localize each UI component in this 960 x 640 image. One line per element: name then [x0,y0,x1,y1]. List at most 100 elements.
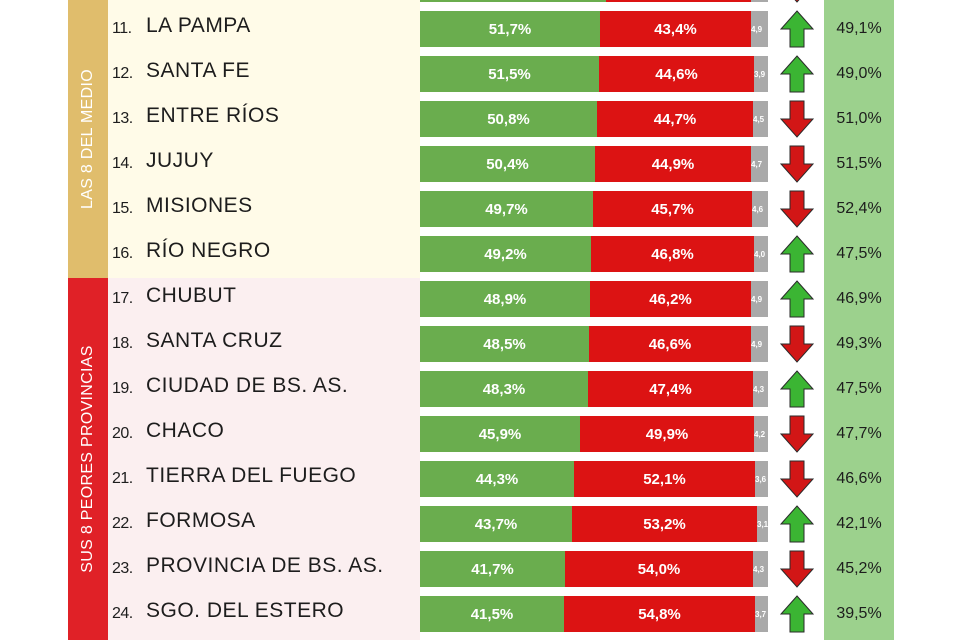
table-row: 16. RÍO NEGRO 49,2% 46,8% 4,0 47,5% [0,231,960,276]
trend-down-arrow-icon [780,550,814,588]
trend-up-arrow-icon-shape [780,595,814,633]
table-row: 18. SANTA CRUZ 48,5% 46,6% 4,9 49,3% [0,321,960,366]
trend-up-arrow-icon [780,370,814,408]
previous-percentage: 52,4% [836,200,882,217]
province-name: SANTA FE [146,59,250,82]
partial-red-segment [606,0,751,2]
trend-up-arrow-icon [780,505,814,543]
rank-number: 11. [112,20,132,37]
trend-down-arrow-icon-shape [780,325,814,363]
trend-up-arrow-icon [780,595,814,633]
other-segment: 4,2 [754,416,768,452]
province-name: TIERRA DEL FUEGO [146,464,357,487]
trend-down-arrow-icon-shape [780,415,814,453]
table-row: 23. PROVINCIA DE BS. AS. 41,7% 54,0% 4,3 45,2… [0,546,960,591]
previous-percentage: 51,5% [836,155,882,172]
red-segment: 54,8% [564,596,755,632]
partial-bar [420,0,768,2]
stacked-bar: 50,8% 44,7% 4,5 [420,101,768,137]
province-name: ENTRE RÍOS [146,104,280,127]
table-row: 17. CHUBUT 48,9% 46,2% 4,9 46,9% [0,276,960,321]
red-segment: 54,0% [565,551,753,587]
red-segment: 44,9% [595,146,751,182]
trend-down-arrow-icon-shape [780,550,814,588]
table-row: 20. CHACO 45,9% 49,9% 4,2 47,7% [0,411,960,456]
rank-number: 17. [112,290,133,307]
table-row: 15. MISIONES 49,7% 45,7% 4,6 52,4% [0,186,960,231]
stacked-bar: 41,5% 54,8% 3,7 [420,596,768,632]
table-row: 13. ENTRE RÍOS 50,8% 44,7% 4,5 51,0% [0,96,960,141]
other-segment: 3,9 [754,56,768,92]
green-segment: 41,5% [420,596,564,632]
stacked-bar: 45,9% 49,9% 4,2 [420,416,768,452]
other-segment: 4,9 [751,281,768,317]
trend-up-arrow-icon-shape [780,505,814,543]
table-row: 19. CIUDAD DE BS. AS. 48,3% 47,4% 4,3 47,5% [0,366,960,411]
trend-down-arrow-icon [780,100,814,138]
partial-green-segment [420,0,606,2]
red-segment: 53,2% [572,506,757,542]
table-row: 22. FORMOSA 43,7% 53,2% 3,1 42,1% [0,501,960,546]
red-segment: 46,6% [589,326,751,362]
rank-number: 24. [112,605,133,622]
partial-trend-arrow-icon [794,0,800,3]
stacked-bar: 50,4% 44,9% 4,7 [420,146,768,182]
partial-other-segment [751,0,768,2]
trend-down-arrow-icon [780,190,814,228]
rank-number: 20. [112,425,133,442]
red-segment: 43,4% [600,11,751,47]
rank-number: 18. [112,335,133,352]
partial-trend-arrow-icon-shape [794,0,800,3]
rank-number: 12. [112,65,133,82]
red-segment: 49,9% [580,416,754,452]
green-segment: 48,5% [420,326,589,362]
stacked-bar: 48,9% 46,2% 4,9 [420,281,768,317]
red-segment: 45,7% [593,191,752,227]
province-name: JUJUY [146,149,214,172]
province-name: LA PAMPA [146,14,251,37]
province-name: FORMOSA [146,509,256,532]
trend-down-arrow-icon [780,325,814,363]
panel-middle [108,0,420,278]
trend-up-arrow-icon-shape [780,55,814,93]
green-segment: 49,7% [420,191,593,227]
province-name: SANTA CRUZ [146,329,283,352]
rank-number: 14. [112,155,133,172]
group-band-worst: SUS 8 PEORES PROVINCIAS [68,278,108,640]
other-segment: 4,3 [753,551,768,587]
previous-percentage: 46,6% [836,470,882,487]
red-segment: 46,8% [591,236,754,272]
partial-row [0,0,960,6]
green-segment: 49,2% [420,236,591,272]
green-segment: 43,7% [420,506,572,542]
group-band-middle: LAS 8 DEL MEDIO [68,0,108,278]
green-segment: 51,7% [420,11,600,47]
red-segment: 47,4% [588,371,753,407]
rank-number: 19. [112,380,133,397]
trend-up-arrow-icon-shape [780,370,814,408]
green-segment: 50,4% [420,146,595,182]
other-segment: 4,6 [752,191,768,227]
rank-number: 13. [112,110,133,127]
previous-percentage: 47,5% [836,245,882,262]
rank-number: 22. [112,515,133,532]
previous-percentage: 47,7% [836,425,882,442]
previous-percentage: 49,0% [836,65,882,82]
trend-down-arrow-icon-shape [780,100,814,138]
previous-percentage: 39,5% [836,605,882,622]
province-name: CHACO [146,419,225,442]
green-segment: 45,9% [420,416,580,452]
other-segment: 3,1 [757,506,768,542]
stacked-bar: 44,3% 52,1% 3,6 [420,461,768,497]
stacked-bar: 48,5% 46,6% 4,9 [420,326,768,362]
previous-percentage: 42,1% [836,515,882,532]
trend-up-arrow-icon-shape [780,10,814,48]
green-segment: 51,5% [420,56,599,92]
other-segment: 3,7 [755,596,768,632]
red-segment: 46,2% [590,281,751,317]
other-segment: 4,9 [751,326,768,362]
trend-up-arrow-icon [780,235,814,273]
trend-up-arrow-icon [780,10,814,48]
green-segment: 44,3% [420,461,574,497]
red-segment: 44,7% [597,101,753,137]
